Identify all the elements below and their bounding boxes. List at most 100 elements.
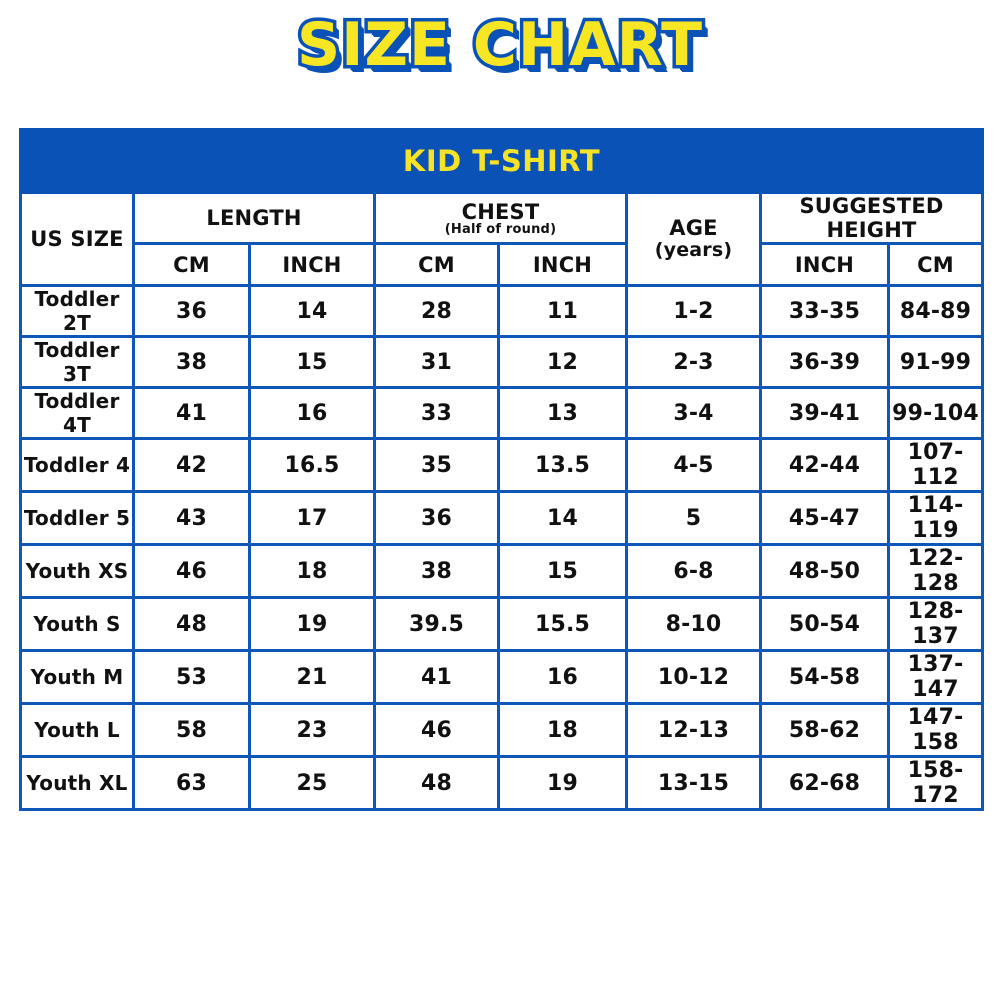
cell-length-inch: 19 [248, 596, 376, 652]
size-chart-table-container: KID T-SHIRT US SIZE LENGTH CHEST (Half o… [19, 128, 984, 811]
cell-chest-cm: 36 [373, 490, 500, 546]
cell-age: 3-4 [625, 386, 762, 440]
cell-age: 12-13 [625, 702, 762, 758]
cell-chest-cm: 39.5 [373, 596, 500, 652]
cell-chest-inch: 12 [497, 335, 628, 389]
header-length-cm: CM [132, 242, 251, 287]
cell-chest-cm: 46 [373, 702, 500, 758]
cell-chest-inch: 13.5 [497, 437, 628, 493]
cell-size-name: Toddler 5 [19, 490, 135, 546]
cell-size-name: Toddler 2T [19, 284, 135, 338]
cell-length-cm: 43 [132, 490, 251, 546]
cell-length-cm: 41 [132, 386, 251, 440]
cell-height-cm: 107-112 [887, 437, 984, 493]
cell-height-inch: 50-54 [759, 596, 890, 652]
cell-height-inch: 48-50 [759, 543, 890, 599]
header-suggested-height: SUGGESTED HEIGHT [759, 191, 984, 245]
cell-age: 13-15 [625, 755, 762, 811]
cell-height-inch: 45-47 [759, 490, 890, 546]
table-row: Youth XL 63 25 48 19 13-15 62-68 158-172 [19, 755, 984, 811]
cell-chest-cm: 48 [373, 755, 500, 811]
cell-size-name: Toddler 3T [19, 335, 135, 389]
cell-chest-cm: 33 [373, 386, 500, 440]
cell-age: 2-3 [625, 335, 762, 389]
table-row: Youth XS 46 18 38 15 6-8 48-50 122-128 [19, 543, 984, 599]
cell-age: 6-8 [625, 543, 762, 599]
cell-age: 10-12 [625, 649, 762, 705]
cell-length-inch: 16.5 [248, 437, 376, 493]
cell-size-name: Toddler 4T [19, 386, 135, 440]
cell-age: 1-2 [625, 284, 762, 338]
cell-chest-cm: 38 [373, 543, 500, 599]
cell-height-inch: 58-62 [759, 702, 890, 758]
cell-chest-inch: 15 [497, 543, 628, 599]
cell-size-name: Youth S [19, 596, 135, 652]
cell-age: 4-5 [625, 437, 762, 493]
cell-height-inch: 54-58 [759, 649, 890, 705]
cell-height-cm: 128-137 [887, 596, 984, 652]
cell-height-inch: 62-68 [759, 755, 890, 811]
cell-height-cm: 99-104 [887, 386, 984, 440]
cell-height-cm: 91-99 [887, 335, 984, 389]
cell-height-cm: 122-128 [887, 543, 984, 599]
cell-height-inch: 33-35 [759, 284, 890, 338]
header-chest-inch: INCH [497, 242, 628, 287]
cell-size-name: Youth XL [19, 755, 135, 811]
header-height-cm: CM [887, 242, 984, 287]
cell-height-inch: 39-41 [759, 386, 890, 440]
header-chest-label: CHEST [461, 199, 540, 224]
cell-chest-inch: 14 [497, 490, 628, 546]
page-title: SIZE CHART [293, 10, 705, 80]
table-row: Toddler 2T 36 14 28 11 1-2 33-35 84-89 [19, 284, 984, 338]
header-age: AGE (years) [625, 191, 762, 287]
header-height-inch: INCH [759, 242, 890, 287]
header-us-size: US SIZE [19, 191, 135, 287]
cell-size-name: Youth XS [19, 543, 135, 599]
cell-length-inch: 25 [248, 755, 376, 811]
header-chest: CHEST (Half of round) [373, 191, 628, 245]
header-chest-note: (Half of round) [444, 221, 557, 237]
table-row: Youth M 53 21 41 16 10-12 54-58 137-147 [19, 649, 984, 705]
cell-age: 5 [625, 490, 762, 546]
cell-chest-cm: 28 [373, 284, 500, 338]
cell-height-cm: 137-147 [887, 649, 984, 705]
cell-length-cm: 38 [132, 335, 251, 389]
cell-length-cm: 46 [132, 543, 251, 599]
cell-size-name: Youth M [19, 649, 135, 705]
cell-age: 8-10 [625, 596, 762, 652]
cell-length-inch: 23 [248, 702, 376, 758]
header-row-secondary: CM INCH CM INCH INCH CM [21, 242, 984, 287]
cell-length-cm: 58 [132, 702, 251, 758]
table-row: Toddler 5 43 17 36 14 5 45-47 114-119 [19, 490, 984, 546]
cell-length-inch: 17 [248, 490, 376, 546]
size-chart-table: KID T-SHIRT US SIZE LENGTH CHEST (Half o… [19, 128, 984, 811]
cell-chest-inch: 13 [497, 386, 628, 440]
cell-height-cm: 114-119 [887, 490, 984, 546]
table-row: Toddler 4 42 16.5 35 13.5 4-5 42-44 107-112 [19, 437, 984, 493]
cell-height-cm: 158-172 [887, 755, 984, 811]
table-row: Youth L 58 23 46 18 12-13 58-62 147-158 [19, 702, 984, 758]
header-chest-cm: CM [373, 242, 500, 287]
cell-length-inch: 18 [248, 543, 376, 599]
cell-length-cm: 48 [132, 596, 251, 652]
cell-length-cm: 53 [132, 649, 251, 705]
cell-height-inch: 36-39 [759, 335, 890, 389]
cell-chest-cm: 41 [373, 649, 500, 705]
cell-length-inch: 21 [248, 649, 376, 705]
table-body: Toddler 2T 36 14 28 11 1-2 33-35 84-89 Toddler 3… [19, 284, 984, 811]
chart-title-container: SIZE CHART [0, 10, 1000, 80]
cell-height-inch: 42-44 [759, 437, 890, 493]
cell-length-cm: 42 [132, 437, 251, 493]
cell-length-cm: 36 [132, 284, 251, 338]
table-row: Toddler 3T 38 15 31 12 2-3 36-39 91-99 [19, 335, 984, 389]
table-banner-row: KID T-SHIRT [19, 128, 984, 194]
cell-length-inch: 15 [248, 335, 376, 389]
cell-size-name: Toddler 4 [19, 437, 135, 493]
cell-chest-inch: 15.5 [497, 596, 628, 652]
header-length-inch: INCH [248, 242, 376, 287]
table-row: Youth S 48 19 39.5 15.5 8-10 50-54 128-137 [19, 596, 984, 652]
cell-chest-inch: 18 [497, 702, 628, 758]
cell-length-inch: 16 [248, 386, 376, 440]
cell-height-cm: 84-89 [887, 284, 984, 338]
